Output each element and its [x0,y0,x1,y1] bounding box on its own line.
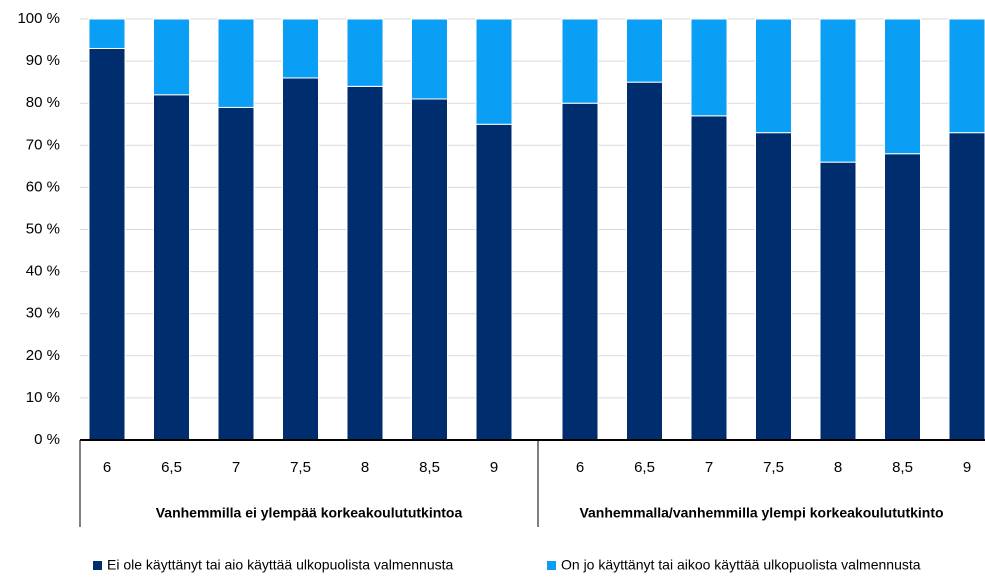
bar-segment [346,85,384,441]
x-tick-label: 8,5 [892,459,913,476]
bar-segment [217,18,255,108]
bar-segment [475,18,513,125]
x-tick-label: 9 [963,459,971,476]
bar-segment [475,123,513,441]
bar-segment [690,18,728,117]
y-tick-label: 40 % [26,263,60,280]
bar-segment [561,18,599,104]
x-tick-label: 8,5 [419,459,440,476]
bar-segment [561,102,599,441]
legend-swatch [547,561,556,570]
x-tick-label: 7,5 [763,459,784,476]
bar-segment [346,18,384,87]
x-tick-label: 6,5 [161,459,182,476]
y-tick-label: 100 % [17,10,60,27]
y-tick-label: 70 % [26,136,60,153]
x-tick-label: 6 [103,459,111,476]
x-tick-label: 7,5 [290,459,311,476]
bar-segment [88,18,126,49]
bar-segment [755,18,792,134]
bar-segment [755,132,792,441]
bar-segment [626,81,663,441]
group-label: Vanhemmilla ei ylempää korkeakoulututkin… [156,505,463,521]
x-tick-label: 7 [232,459,240,476]
bar-segment [282,18,319,79]
y-tick-label: 0 % [34,431,60,448]
y-tick-label: 20 % [26,347,60,364]
group-label: Vanhemmalla/vanhemmilla ylempi korkeakou… [579,505,943,521]
legend-label: On jo käyttänyt tai aikoo käyttää ulkopu… [561,557,921,573]
bar-segment [948,18,985,134]
bar-segment [884,153,921,441]
legend-swatch [93,561,102,570]
bar-segment [411,18,448,100]
bar-segment [690,115,728,441]
y-tick-label: 60 % [26,178,60,195]
bar-segment [948,132,985,441]
y-tick-label: 90 % [26,52,60,69]
bar-segment [884,18,921,155]
bar-segment [88,47,126,441]
bar-segment [282,77,319,441]
bar-segment [626,18,663,83]
x-tick-label: 7 [705,459,713,476]
bar-segment [819,161,857,441]
y-tick-label: 10 % [26,389,60,406]
x-tick-label: 6,5 [634,459,655,476]
bar-segment [153,94,190,441]
bar-segment [411,98,448,441]
x-tick-label: 6 [576,459,584,476]
bar-segment [217,106,255,441]
y-tick-label: 30 % [26,305,60,322]
x-tick-label: 9 [490,459,498,476]
x-tick-label: 8 [834,459,842,476]
legend-label: Ei ole käyttänyt tai aio käyttää ulkopuo… [107,557,454,573]
bar-segment [819,18,857,163]
y-tick-label: 80 % [26,94,60,111]
y-tick-label: 50 % [26,220,60,237]
x-tick-label: 8 [361,459,369,476]
bar-segment [153,18,190,96]
